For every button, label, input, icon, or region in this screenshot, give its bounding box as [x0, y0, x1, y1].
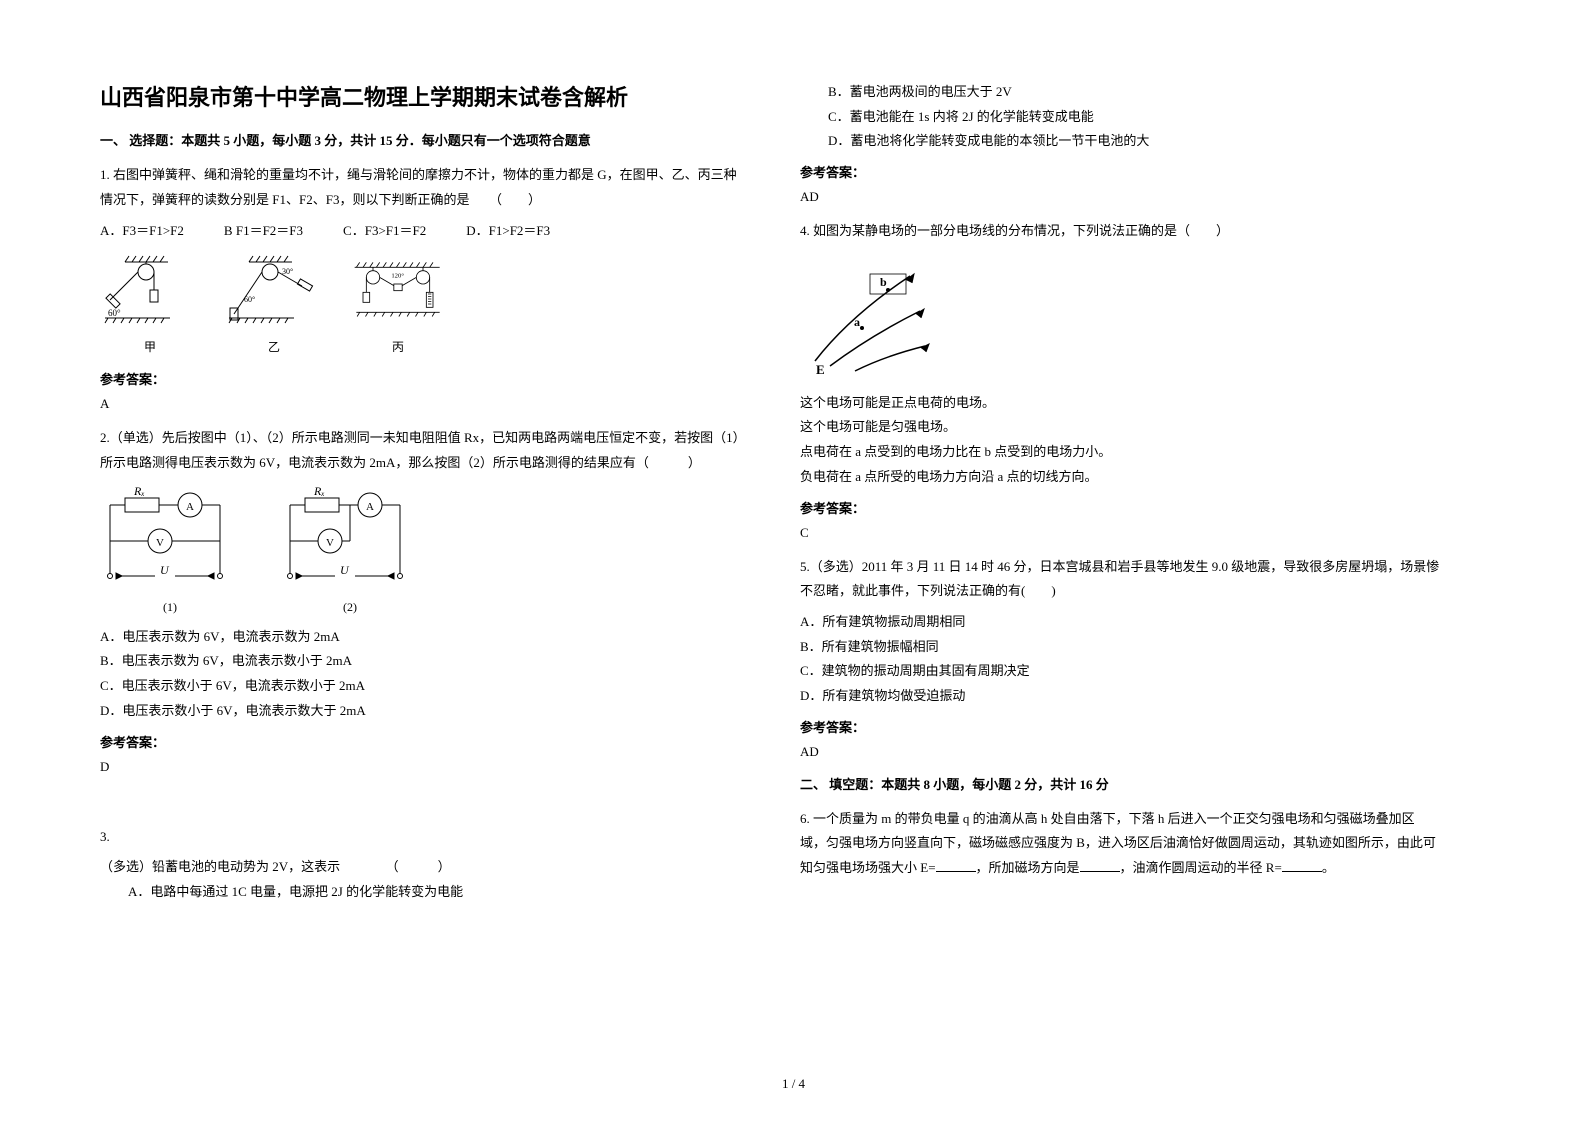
q3-opt-d: D．蓄电池将化学能转变成电能的本领比一节干电池的大 [800, 129, 1440, 154]
q5-ans-label: 参考答案： [800, 717, 1440, 736]
q5-opt-b: B．所有建筑物振幅相同 [800, 635, 1440, 660]
q3-num: 3. [100, 825, 740, 850]
q4-opt-a: 这个电场可能是正点电荷的电场。 [800, 391, 1440, 416]
q4-ans: C [800, 525, 1440, 541]
q1-svg-yi: 30° 60° [224, 254, 324, 334]
q4-ans-label: 参考答案： [800, 498, 1440, 517]
section-1-heading: 一、 选择题：本题共 5 小题，每小题 3 分，共计 15 分．每小题只有一个选… [100, 130, 740, 149]
q2-circuits: Rₓ A V U (1) [100, 486, 740, 615]
q2-svg-1: Rₓ A V U [100, 486, 240, 596]
label-u-1: U [160, 563, 170, 577]
blank-3 [1282, 859, 1322, 872]
q1-ans: A [100, 396, 740, 412]
label-rx-2: Rₓ [313, 486, 325, 498]
q1-opt-a: A．F3＝F1>F2 [100, 218, 184, 244]
angle-60b: 60° [244, 295, 255, 304]
q1-opt-d: D．F1>F2＝F3 [466, 218, 550, 244]
q2-circuit-1: Rₓ A V U (1) [100, 486, 240, 615]
q5-stem: 5.（多选）2011 年 3 月 11 日 14 时 46 分，日本宫城县和岩手… [800, 555, 1440, 604]
label-v-1: V [156, 537, 164, 549]
label-a-1: A [186, 501, 194, 513]
q1-stem: 1. 右图中弹簧秤、绳和滑轮的重量均不计，绳与滑轮间的摩擦力不计，物体的重力都是… [100, 163, 740, 212]
q5-opt-d: D．所有建筑物均做受迫振动 [800, 684, 1440, 709]
q6-end: 。 [1322, 860, 1335, 875]
q3-ans-label: 参考答案： [800, 162, 1440, 181]
q2-ans: D [100, 759, 740, 775]
q1-diagram-jia: 60° 甲 [100, 254, 200, 355]
q1-label-bing: 丙 [392, 340, 404, 354]
q2-opt-a: A．电压表示数为 6V，电流表示数为 2mA [100, 625, 740, 650]
label-rx-1: Rₓ [133, 486, 145, 498]
right-column: B．蓄电池两极间的电压大于 2V C．蓄电池能在 1s 内将 2J 的化学能转变… [800, 80, 1440, 905]
q2-svg-2: Rₓ A V U [280, 486, 420, 596]
q1-label-jia: 甲 [144, 340, 156, 354]
blank-1 [936, 859, 976, 872]
q4-stem: 4. 如图为某静电场的一部分电场线的分布情况，下列说法正确的是（ ） [800, 219, 1440, 244]
q2-stem: 2.（单选）先后按图中（1）、（2）所示电路测同一未知电阻阻值 Rx，已知两电路… [100, 426, 740, 475]
q6-stem: 6. 一个质量为 m 的带负电量 q 的油滴从高 h 处自由落下，下落 h 后进… [800, 807, 1440, 881]
page-number: 1 / 4 [0, 1076, 1587, 1092]
angle-60: 60° [108, 308, 121, 318]
label-b: b [880, 275, 887, 289]
q1-options-row: A．F3＝F1>F2 B F1＝F2＝F3 C．F3>F1＝F2 D．F1>F2… [100, 218, 740, 244]
q5-opt-c: C．建筑物的振动周期由其固有周期决定 [800, 659, 1440, 684]
q1-opt-b: B F1＝F2＝F3 [224, 218, 303, 244]
q1-svg-bing: 120° [348, 254, 448, 334]
q2-circuit-2: Rₓ A V U (2) [280, 486, 420, 615]
q2-opt-c: C．电压表示数小于 6V，电流表示数小于 2mA [100, 674, 740, 699]
q5-ans: AD [800, 744, 1440, 760]
label-a: a [854, 315, 860, 329]
q2-ans-label: 参考答案： [100, 732, 740, 751]
q2-opt-b: B．电压表示数为 6V，电流表示数小于 2mA [100, 649, 740, 674]
q2-label-1: (1) [163, 600, 177, 614]
q1-opt-c: C．F3>F1＝F2 [343, 218, 426, 244]
section-2-heading: 二、 填空题：本题共 8 小题，每小题 2 分，共计 16 分 [800, 774, 1440, 793]
q4-opt-d: 负电荷在 a 点所受的电场力方向沿 a 点的切线方向。 [800, 465, 1440, 490]
angle-30: 30° [282, 267, 293, 276]
q4-opt-b: 这个电场可能是匀强电场。 [800, 415, 1440, 440]
q5-opt-a: A．所有建筑物振动周期相同 [800, 610, 1440, 635]
q6-mid1: ，所加磁场方向是 [976, 860, 1080, 875]
q1-svg-jia: 60° [100, 254, 200, 334]
q3-opt-b: B．蓄电池两极间的电压大于 2V [800, 80, 1440, 105]
q1-ans-label: 参考答案： [100, 369, 740, 388]
q3-opt-a: A．电路中每通过 1C 电量，电源把 2J 的化学能转变为电能 [100, 880, 740, 905]
q1-diagram-yi: 30° 60° 乙 [224, 254, 324, 355]
q2-opt-d: D．电压表示数小于 6V，电流表示数大于 2mA [100, 699, 740, 724]
label-e: E [816, 362, 825, 376]
q1-label-yi: 乙 [268, 340, 280, 354]
label-a-2: A [366, 501, 374, 513]
left-column: 山西省阳泉市第十中学高二物理上学期期末试卷含解析 一、 选择题：本题共 5 小题… [100, 80, 740, 905]
label-v-2: V [326, 537, 334, 549]
label-u-2: U [340, 563, 350, 577]
q2-label-2: (2) [343, 600, 357, 614]
q3-opt-c: C．蓄电池能在 1s 内将 2J 的化学能转变成电能 [800, 105, 1440, 130]
watermark [100, 789, 740, 815]
q1-diagrams: 60° 甲 [100, 254, 740, 355]
exam-title: 山西省阳泉市第十中学高二物理上学期期末试卷含解析 [100, 80, 740, 112]
q4-opt-c: 点电荷在 a 点受到的电场力比在 b 点受到的电场力小。 [800, 440, 1440, 465]
q3-ans: AD [800, 189, 1440, 205]
q3-leadline: （多选）铅蓄电池的电动势为 2V，这表示 （ ） [100, 855, 740, 880]
q6-mid2: ，油滴作圆周运动的半径 R= [1120, 860, 1282, 875]
blank-2 [1080, 859, 1120, 872]
angle-120: 120° [391, 273, 404, 280]
q4-field-svg: E a b [800, 256, 940, 376]
q1-diagram-bing: 120° 丙 [348, 254, 448, 355]
